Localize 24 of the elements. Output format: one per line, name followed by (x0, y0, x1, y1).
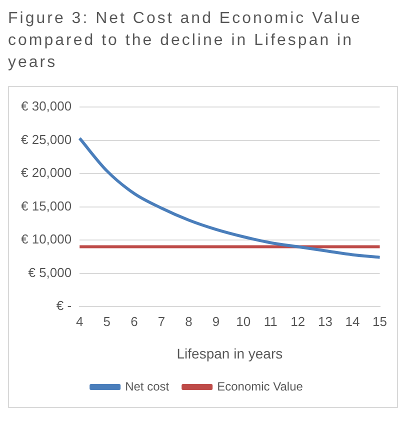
y-tick-label: € 5,000 (28, 264, 72, 280)
x-tick-label: 7 (158, 314, 166, 329)
x-tick-label: 4 (76, 314, 84, 329)
y-tick-label: € 30,000 (20, 98, 72, 114)
x-tick-label: 9 (212, 314, 220, 329)
x-tick-label: 5 (103, 314, 111, 329)
y-tick-label: € 15,000 (20, 198, 72, 214)
x-tick-label: 14 (345, 314, 360, 329)
legend-label: Economic Value (217, 379, 304, 394)
y-tick-label: € 20,000 (20, 165, 72, 180)
chart-title: Figure 3: Net Cost and Economic Value compared to the decline in Lifespan in years (8, 9, 363, 73)
y-tick-label: € - (56, 298, 72, 314)
legend-label: Net cost (125, 379, 170, 394)
x-axis-title: Lifespan in years (176, 345, 283, 362)
x-tick-label: 13 (318, 314, 332, 329)
x-tick-label: 6 (130, 314, 138, 329)
x-tick-label: 15 (372, 314, 388, 329)
x-tick-label: 8 (185, 314, 192, 329)
x-tick-label: 11 (264, 314, 278, 329)
y-tick-label: € 10,000 (20, 232, 72, 247)
line-series (78, 136, 382, 259)
x-tick-label: 12 (290, 314, 306, 329)
x-tick-label: 10 (236, 314, 251, 329)
y-tick-label: € 25,000 (20, 132, 72, 147)
